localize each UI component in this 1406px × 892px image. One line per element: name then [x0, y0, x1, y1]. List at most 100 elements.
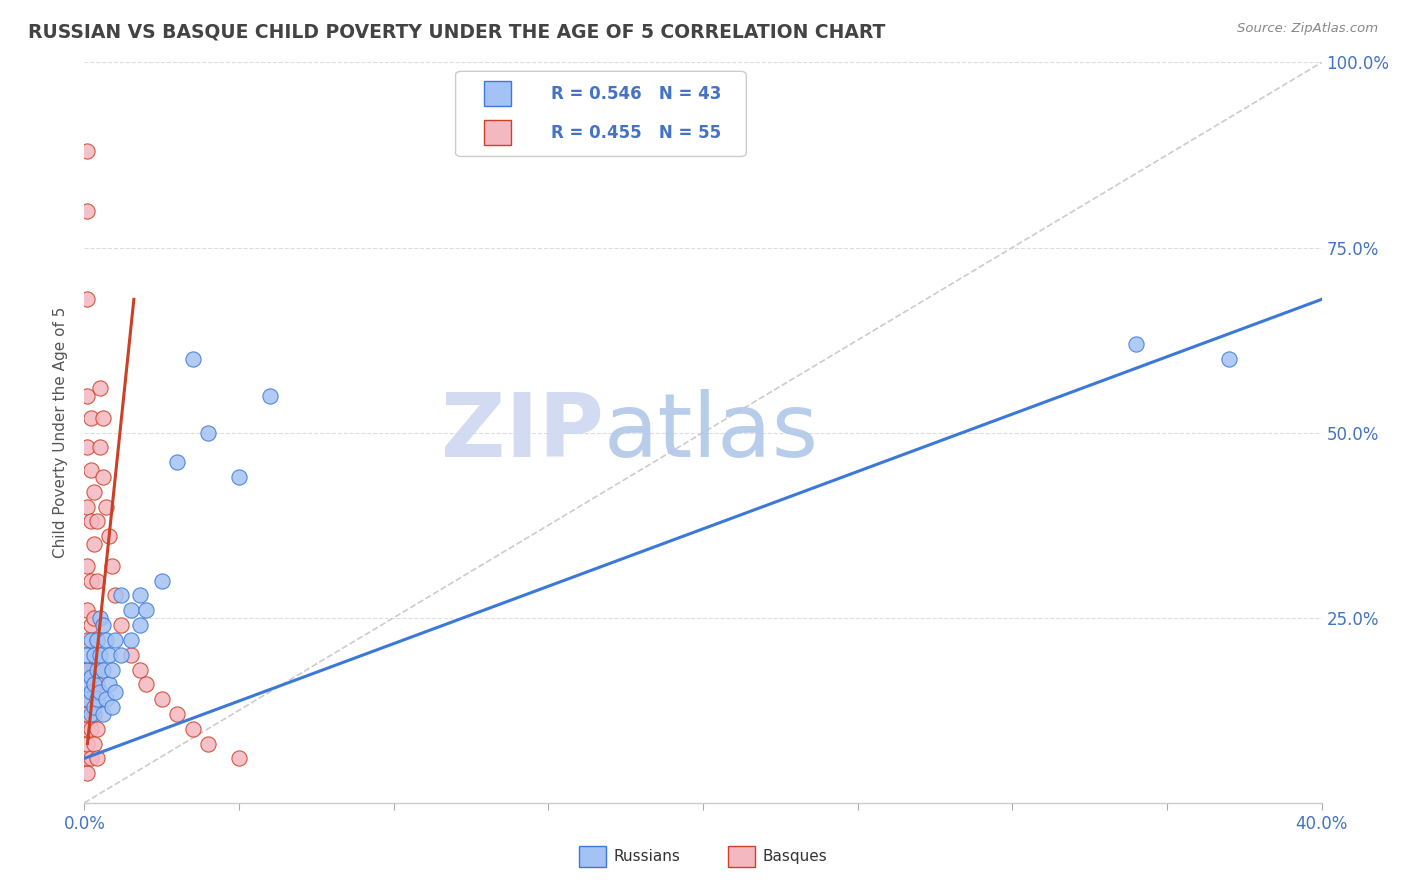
Point: [79, 751, 101, 765]
Bar: [728, 847, 755, 867]
Y-axis label: Child Poverty Under the Age of 5: Child Poverty Under the Age of 5: [53, 307, 69, 558]
Point: [104, 632, 127, 647]
Point: [76, 203, 98, 218]
Text: RUSSIAN VS BASQUE CHILD POVERTY UNDER THE AGE OF 5 CORRELATION CHART: RUSSIAN VS BASQUE CHILD POVERTY UNDER TH…: [28, 22, 886, 41]
Point: [86, 515, 108, 529]
Point: [101, 699, 124, 714]
Point: [79, 685, 101, 699]
Point: [76, 722, 98, 736]
Point: [94, 632, 117, 647]
Point: [104, 685, 127, 699]
Point: [86, 751, 108, 765]
Point: [76, 751, 98, 765]
Point: [101, 663, 124, 677]
Point: [79, 663, 101, 677]
Point: [129, 589, 152, 603]
Point: [76, 441, 98, 455]
Point: [79, 463, 101, 477]
Point: [76, 648, 98, 662]
Point: [83, 537, 105, 551]
Point: [181, 722, 204, 736]
FancyBboxPatch shape: [456, 71, 747, 156]
Point: [86, 632, 108, 647]
Point: [94, 692, 117, 706]
Point: [181, 351, 204, 366]
Point: [79, 632, 101, 647]
Point: [76, 706, 98, 721]
Point: [129, 618, 152, 632]
Point: [91, 410, 114, 425]
Point: [135, 603, 157, 617]
Point: [91, 706, 114, 721]
Point: [1125, 336, 1147, 351]
Point: [228, 751, 250, 765]
Point: [79, 515, 101, 529]
Point: [98, 648, 121, 662]
Bar: [484, 120, 512, 145]
Point: [76, 558, 98, 573]
Point: [86, 722, 108, 736]
Point: [166, 706, 188, 721]
Point: [94, 500, 117, 514]
Text: Russians: Russians: [614, 849, 681, 864]
Text: R = 0.455   N = 55: R = 0.455 N = 55: [551, 124, 721, 142]
Point: [76, 293, 98, 307]
Text: R = 0.546   N = 43: R = 0.546 N = 43: [551, 85, 721, 103]
Point: [150, 692, 173, 706]
Point: [76, 389, 98, 403]
Point: [86, 632, 108, 647]
Point: [76, 737, 98, 751]
Point: [76, 145, 98, 159]
Point: [83, 699, 105, 714]
Point: [259, 389, 281, 403]
Point: [86, 574, 108, 588]
Point: [83, 663, 105, 677]
Point: [79, 722, 101, 736]
Point: [76, 766, 98, 780]
Point: [129, 663, 152, 677]
Point: [1218, 351, 1240, 366]
Point: [79, 574, 101, 588]
Text: Basques: Basques: [762, 849, 827, 864]
Point: [89, 648, 111, 662]
Point: [104, 589, 127, 603]
Point: [79, 670, 101, 684]
Point: [76, 663, 98, 677]
Point: [76, 692, 98, 706]
Point: [76, 500, 98, 514]
Point: [89, 685, 111, 699]
Point: [86, 692, 108, 706]
Point: [86, 663, 108, 677]
Point: [197, 425, 219, 440]
Text: atlas: atlas: [605, 389, 820, 476]
Point: [79, 410, 101, 425]
Point: [98, 529, 121, 543]
Point: [76, 677, 98, 691]
Point: [110, 618, 132, 632]
Point: [98, 677, 121, 691]
Point: [76, 632, 98, 647]
Point: [83, 648, 105, 662]
Point: [110, 648, 132, 662]
Point: [83, 737, 105, 751]
Point: [89, 381, 111, 395]
Text: Source: ZipAtlas.com: Source: ZipAtlas.com: [1237, 22, 1378, 36]
Point: [89, 441, 111, 455]
Point: [120, 603, 142, 617]
Point: [110, 589, 132, 603]
Bar: [484, 81, 512, 106]
Point: [79, 706, 101, 721]
Point: [91, 470, 114, 484]
Point: [120, 632, 142, 647]
Point: [166, 455, 188, 469]
Point: [197, 737, 219, 751]
Point: [79, 692, 101, 706]
Point: [135, 677, 157, 691]
Point: [76, 677, 98, 691]
Point: [86, 677, 108, 691]
Point: [83, 677, 105, 691]
Point: [83, 706, 105, 721]
Point: [101, 558, 124, 573]
Point: [76, 603, 98, 617]
Point: [120, 648, 142, 662]
